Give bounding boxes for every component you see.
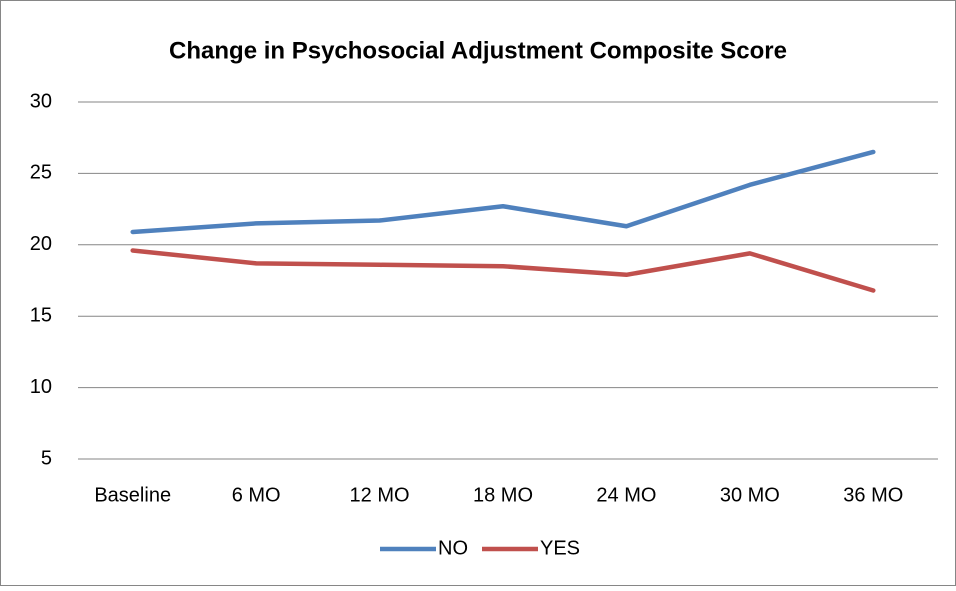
y-tick-label: 25 xyxy=(30,162,52,184)
x-tick-label: 18 MO xyxy=(473,484,533,506)
y-tick-label: 20 xyxy=(30,233,52,255)
chart-title: Change in Psychosocial Adjustment Compos… xyxy=(169,37,787,64)
y-tick-label: 10 xyxy=(30,376,52,398)
y-tick-label: 30 xyxy=(30,90,52,112)
x-tick-label: 6 MO xyxy=(232,484,281,506)
x-tick-label: 30 MO xyxy=(720,484,780,506)
x-tick-label: 12 MO xyxy=(350,484,410,506)
legend-label: YES xyxy=(540,537,580,559)
x-tick-label: 24 MO xyxy=(596,484,656,506)
y-tick-label: 15 xyxy=(30,304,52,326)
series-line xyxy=(130,248,876,293)
x-tick-label: Baseline xyxy=(94,484,171,506)
x-tick-label: 36 MO xyxy=(843,484,903,506)
y-tick-label: 5 xyxy=(41,447,52,469)
series-line xyxy=(130,149,876,235)
legend-label: NO xyxy=(438,537,468,559)
